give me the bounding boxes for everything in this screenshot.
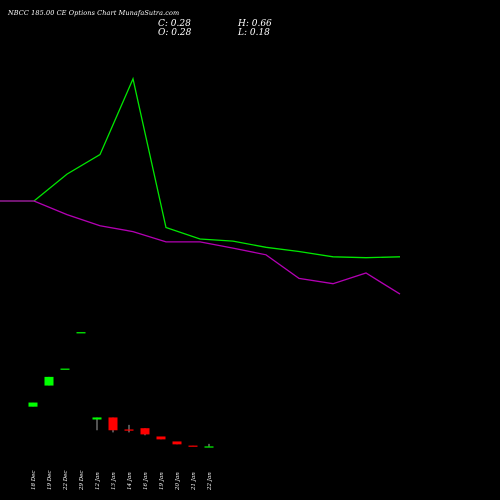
x-tick-label: 19 Jan [159,472,165,490]
candle-body [124,429,134,431]
candle-body [156,436,166,440]
candle-body [188,445,198,447]
x-tick-label: 12 Jan [95,472,101,490]
x-tick-label: 22 Jan [207,472,213,491]
candle-body [92,417,102,420]
candle-body [204,446,214,448]
x-tick-label: 20 Jan [175,472,181,491]
low-value: L: 0.18 [238,28,270,38]
candle-body [108,417,118,431]
chart-title: NBCC 185.00 CE Options Chart MunafaSutra… [8,9,180,17]
overlay-line-2 [0,200,401,295]
overlay-line-1 [0,76,401,259]
candle-body [44,376,54,386]
candle-body [28,402,38,407]
x-tick-label: 19 Dec [47,471,53,491]
x-tick-label: 22 Dec [63,471,69,492]
candle-body [140,428,150,435]
candle-body [76,332,86,334]
open-value: O: 0.28 [158,28,192,38]
x-tick-label: 18 Dec [31,471,37,491]
candle-body [172,441,182,445]
x-tick-label: 21 Jan [191,472,197,491]
high-value: H: 0.66 [238,19,272,29]
x-tick-label: 13 Jan [111,472,117,490]
x-tick-label: 29 Dec [79,471,85,492]
x-tick-label: 14 Jan [127,472,133,490]
candle-body [60,368,70,370]
x-tick-label: 16 Jan [143,472,149,490]
close-value: C: 0.28 [158,19,191,29]
